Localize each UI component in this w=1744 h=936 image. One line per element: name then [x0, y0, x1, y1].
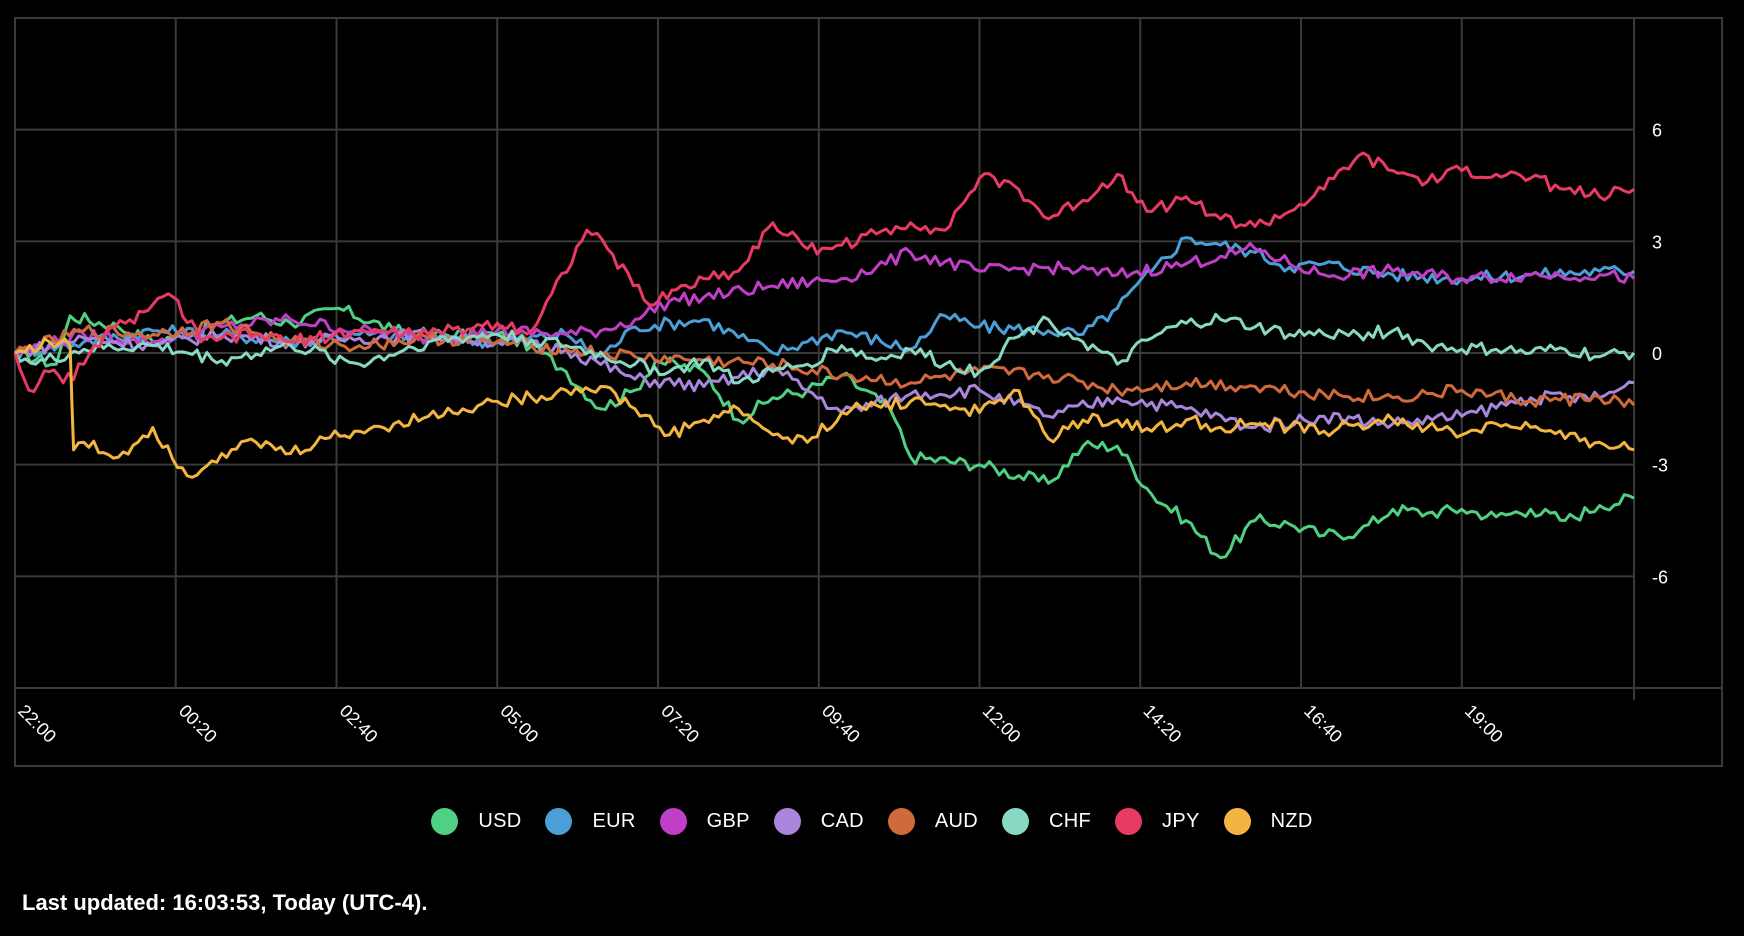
legend-label: CHF [1049, 810, 1092, 832]
grid [14, 17, 1723, 767]
x-tick-label: 12:00 [979, 701, 1025, 747]
x-tick-label: 09:40 [818, 701, 864, 747]
legend-label: EUR [592, 810, 636, 832]
x-tick-label: 07:20 [657, 701, 703, 747]
series-line-eur [14, 236, 1635, 359]
y-tick-label: -6 [1652, 567, 1668, 587]
legend-label: JPY [1162, 810, 1200, 832]
legend-swatch [659, 808, 687, 835]
y-tick-label: 0 [1652, 344, 1662, 364]
x-tick-label: 00:20 [175, 701, 221, 747]
legend-label: USD [478, 810, 522, 832]
series-lines [13, 151, 1636, 560]
x-tick-label: 02:40 [336, 701, 382, 747]
legend-swatch [1115, 808, 1143, 835]
legend-swatch [1223, 808, 1251, 835]
legend-item-eur[interactable]: EUR [545, 808, 635, 835]
legend-item-usd[interactable]: USD [431, 808, 521, 835]
series-line-jpy [13, 151, 1635, 394]
y-tick-label: 6 [1652, 121, 1662, 141]
x-tick-label: 22:00 [14, 701, 60, 747]
y-tick-label: 3 [1652, 232, 1662, 252]
series-line-nzd [14, 337, 1635, 479]
legend: USD EUR GBP CAD AUD CHF JPY NZD [0, 808, 1744, 835]
chart-area: 6 3 0 -3 -6 22:00 00:20 02:40 05:00 07:20 09:40 12… [13, 17, 1723, 767]
y-tick-label: -3 [1652, 456, 1668, 476]
x-tick-label: 16:40 [1300, 701, 1346, 747]
last-updated-text: Last updated: 16:03:53, Today (UTC-4). [22, 890, 428, 915]
legend-label: GBP [706, 810, 750, 832]
legend-item-aud[interactable]: AUD [887, 808, 979, 835]
series-line-chf [13, 312, 1636, 385]
x-axis-ticks: 22:00 00:20 02:40 05:00 07:20 09:40 12:00 14:20… [14, 701, 1507, 747]
legend-item-gbp[interactable]: GBP [659, 808, 750, 835]
legend-label: NZD [1270, 810, 1313, 832]
legend-swatch [773, 808, 801, 835]
y-axis-ticks: 6 3 0 -3 -6 [1652, 121, 1668, 588]
legend-item-chf[interactable]: CHF [1002, 808, 1091, 835]
legend-item-jpy[interactable]: JPY [1115, 808, 1200, 835]
series-line-usd [14, 304, 1635, 560]
series-line-gbp [14, 241, 1636, 355]
legend-item-cad[interactable]: CAD [773, 808, 864, 835]
legend-swatch [431, 808, 459, 835]
x-tick-label: 05:00 [496, 701, 542, 747]
legend-swatch [545, 808, 573, 835]
x-tick-label: 19:00 [1461, 701, 1507, 747]
x-tick-label: 14:20 [1139, 701, 1185, 747]
legend-label: CAD [820, 810, 864, 832]
legend-swatch [887, 808, 915, 835]
line-chart: 6 3 0 -3 -6 22:00 00:20 02:40 05:00 07:20 09:40 12… [13, 17, 1723, 767]
legend-label: AUD [934, 810, 979, 832]
legend-item-nzd[interactable]: NZD [1223, 808, 1313, 835]
legend-swatch [1002, 808, 1030, 835]
